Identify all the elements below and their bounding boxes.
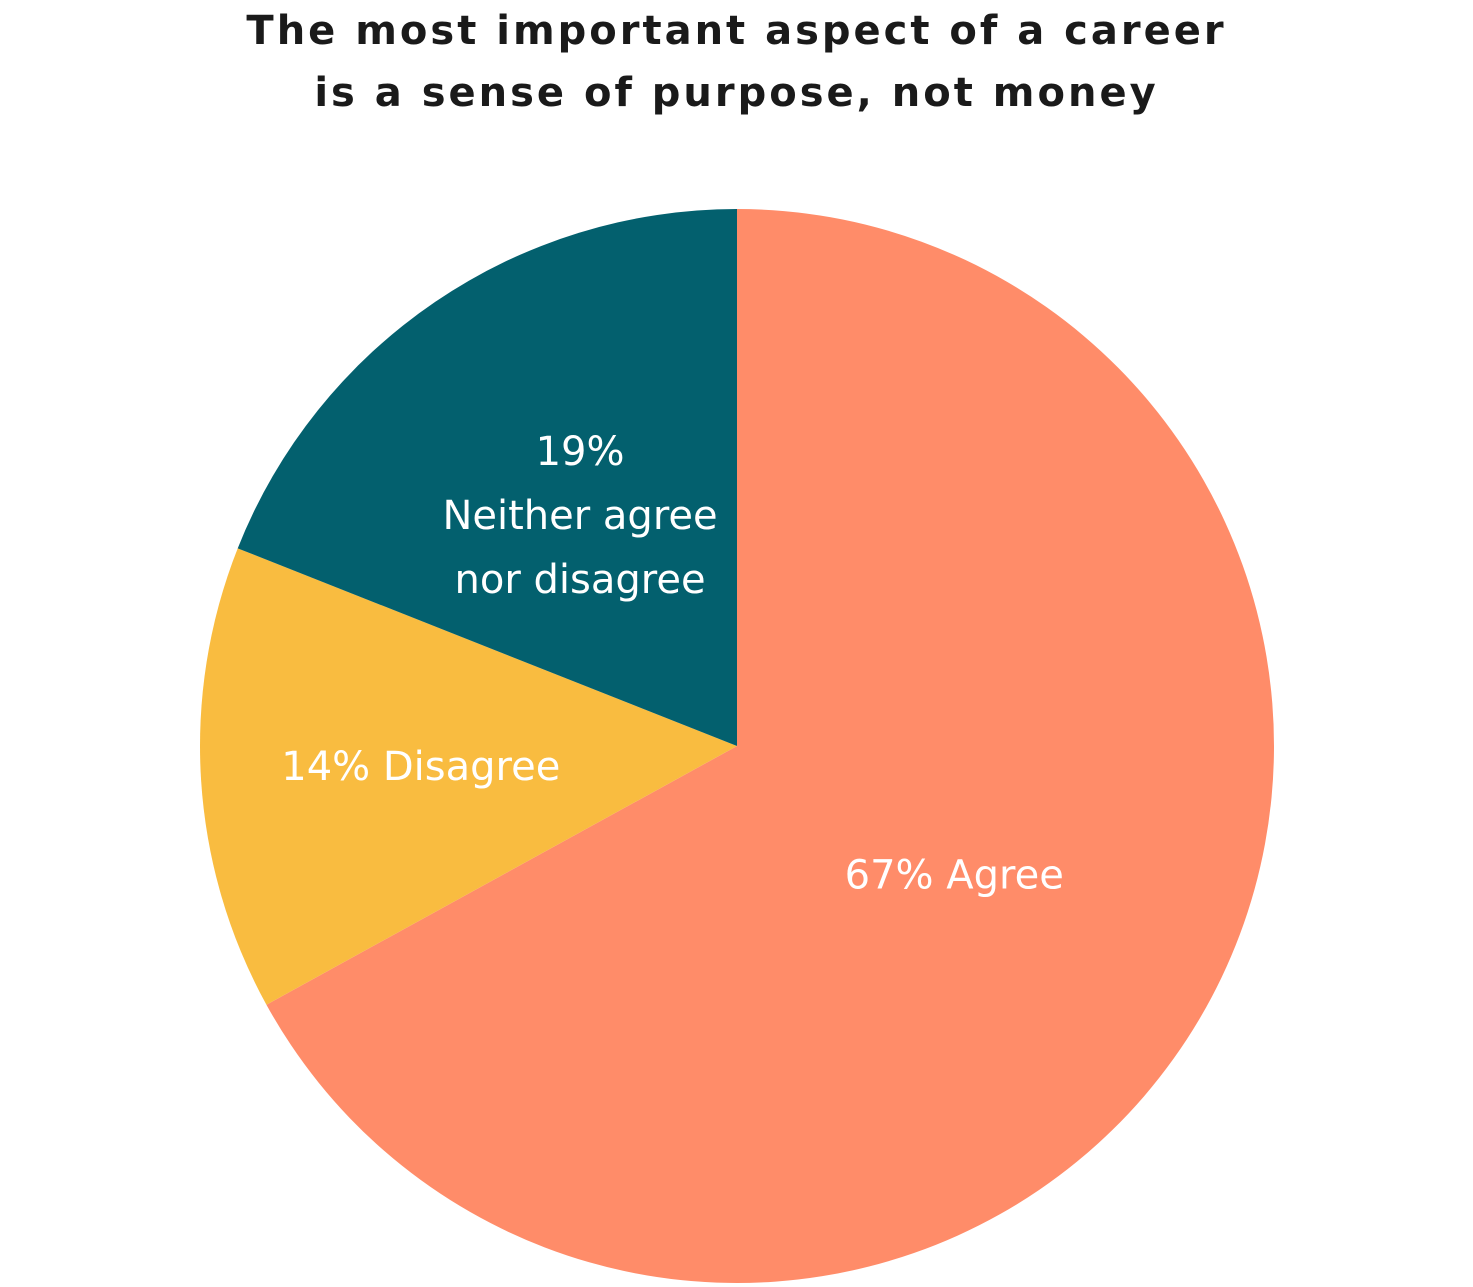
pie-label-disagree: 14% Disagree <box>281 744 560 790</box>
pie-label-line: nor disagree <box>455 557 706 603</box>
pie-label-agree: 67% Agree <box>845 852 1064 898</box>
pie-label-neither-agree-nor-disagree: 19% Neither agree nor disagree <box>442 429 717 603</box>
chart-title-line-2: is a sense of purpose, not money <box>314 70 1159 116</box>
pie-slice-disagree <box>200 548 738 1005</box>
pie-labels: 67% Agree 14% Disagree 19% Neither agree nor… <box>281 429 1064 898</box>
pie-label-line: 14% Disagree <box>281 744 560 790</box>
pie-slices <box>200 209 1274 1283</box>
pie-label-line: 19% <box>536 429 625 475</box>
pie-slice-neither-agree-nor-disagree <box>237 209 737 746</box>
pie-label-line: Neither agree <box>442 493 717 539</box>
pie-slice-agree <box>266 209 1274 1283</box>
chart-title-line-1: The most important aspect of a career <box>246 8 1227 54</box>
chart-title: The most important aspect of a career is… <box>0 0 1473 124</box>
pie-label-line: 67% Agree <box>845 852 1064 898</box>
